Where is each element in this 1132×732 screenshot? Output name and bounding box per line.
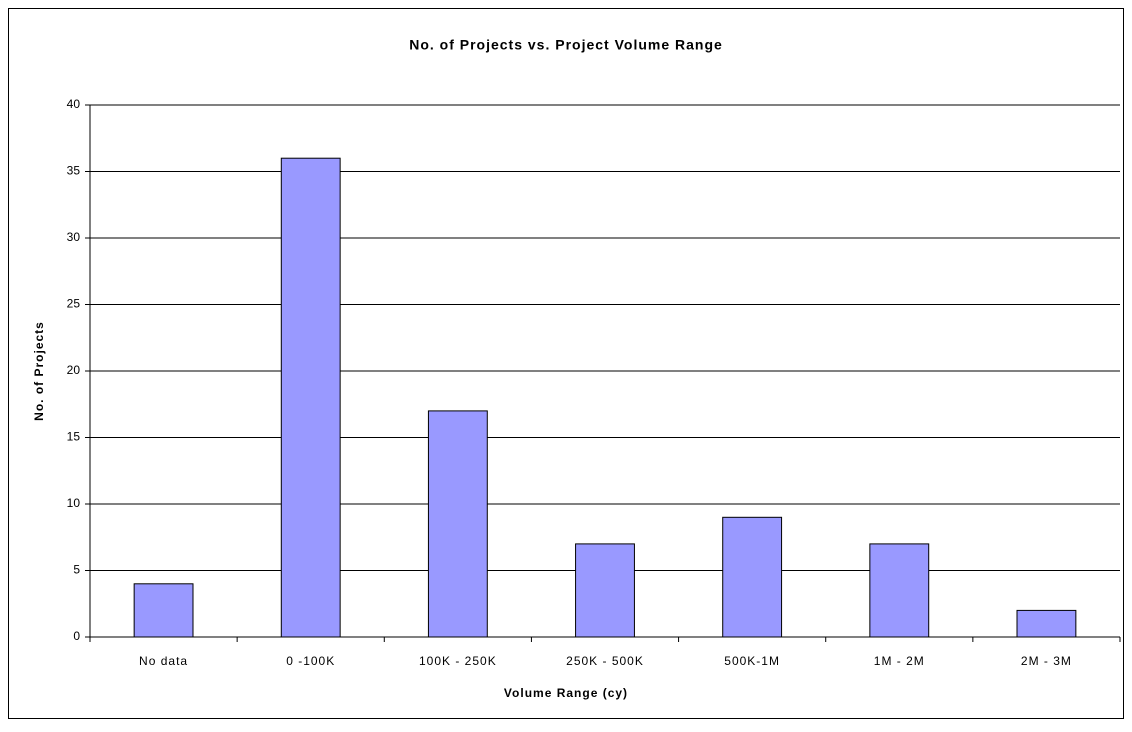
y-tick-label: 40 bbox=[67, 97, 81, 111]
x-tick-label: 0 -100K bbox=[286, 654, 335, 668]
y-tick-label: 0 bbox=[73, 629, 80, 643]
bar bbox=[1016, 609, 1077, 638]
x-tick-label: 500K-1M bbox=[724, 654, 780, 668]
bar bbox=[722, 516, 783, 638]
bar bbox=[133, 583, 194, 638]
y-tick-label: 15 bbox=[67, 430, 81, 444]
chart-border bbox=[8, 8, 1124, 719]
x-tick-label: 1M - 2M bbox=[874, 654, 925, 668]
bar bbox=[280, 157, 341, 638]
y-axis-label: No. of Projects bbox=[32, 321, 46, 421]
bar bbox=[427, 410, 488, 638]
x-axis-label: Volume Range (cy) bbox=[504, 686, 628, 700]
y-tick-label: 35 bbox=[67, 164, 81, 178]
x-tick-label: 100K - 250K bbox=[419, 654, 497, 668]
x-tick-label: 2M - 3M bbox=[1021, 654, 1072, 668]
y-tick-label: 10 bbox=[67, 496, 81, 510]
y-tick-label: 25 bbox=[67, 297, 81, 311]
bar bbox=[575, 543, 635, 638]
chart-title: No. of Projects vs. Project Volume Range bbox=[409, 37, 723, 53]
y-tick-label: 30 bbox=[67, 230, 81, 244]
y-tick-label: 5 bbox=[73, 563, 80, 577]
x-tick-label: No data bbox=[139, 654, 188, 668]
x-tick-label: 250K - 500K bbox=[566, 654, 644, 668]
bar bbox=[869, 543, 930, 638]
y-tick-label: 20 bbox=[67, 363, 81, 377]
